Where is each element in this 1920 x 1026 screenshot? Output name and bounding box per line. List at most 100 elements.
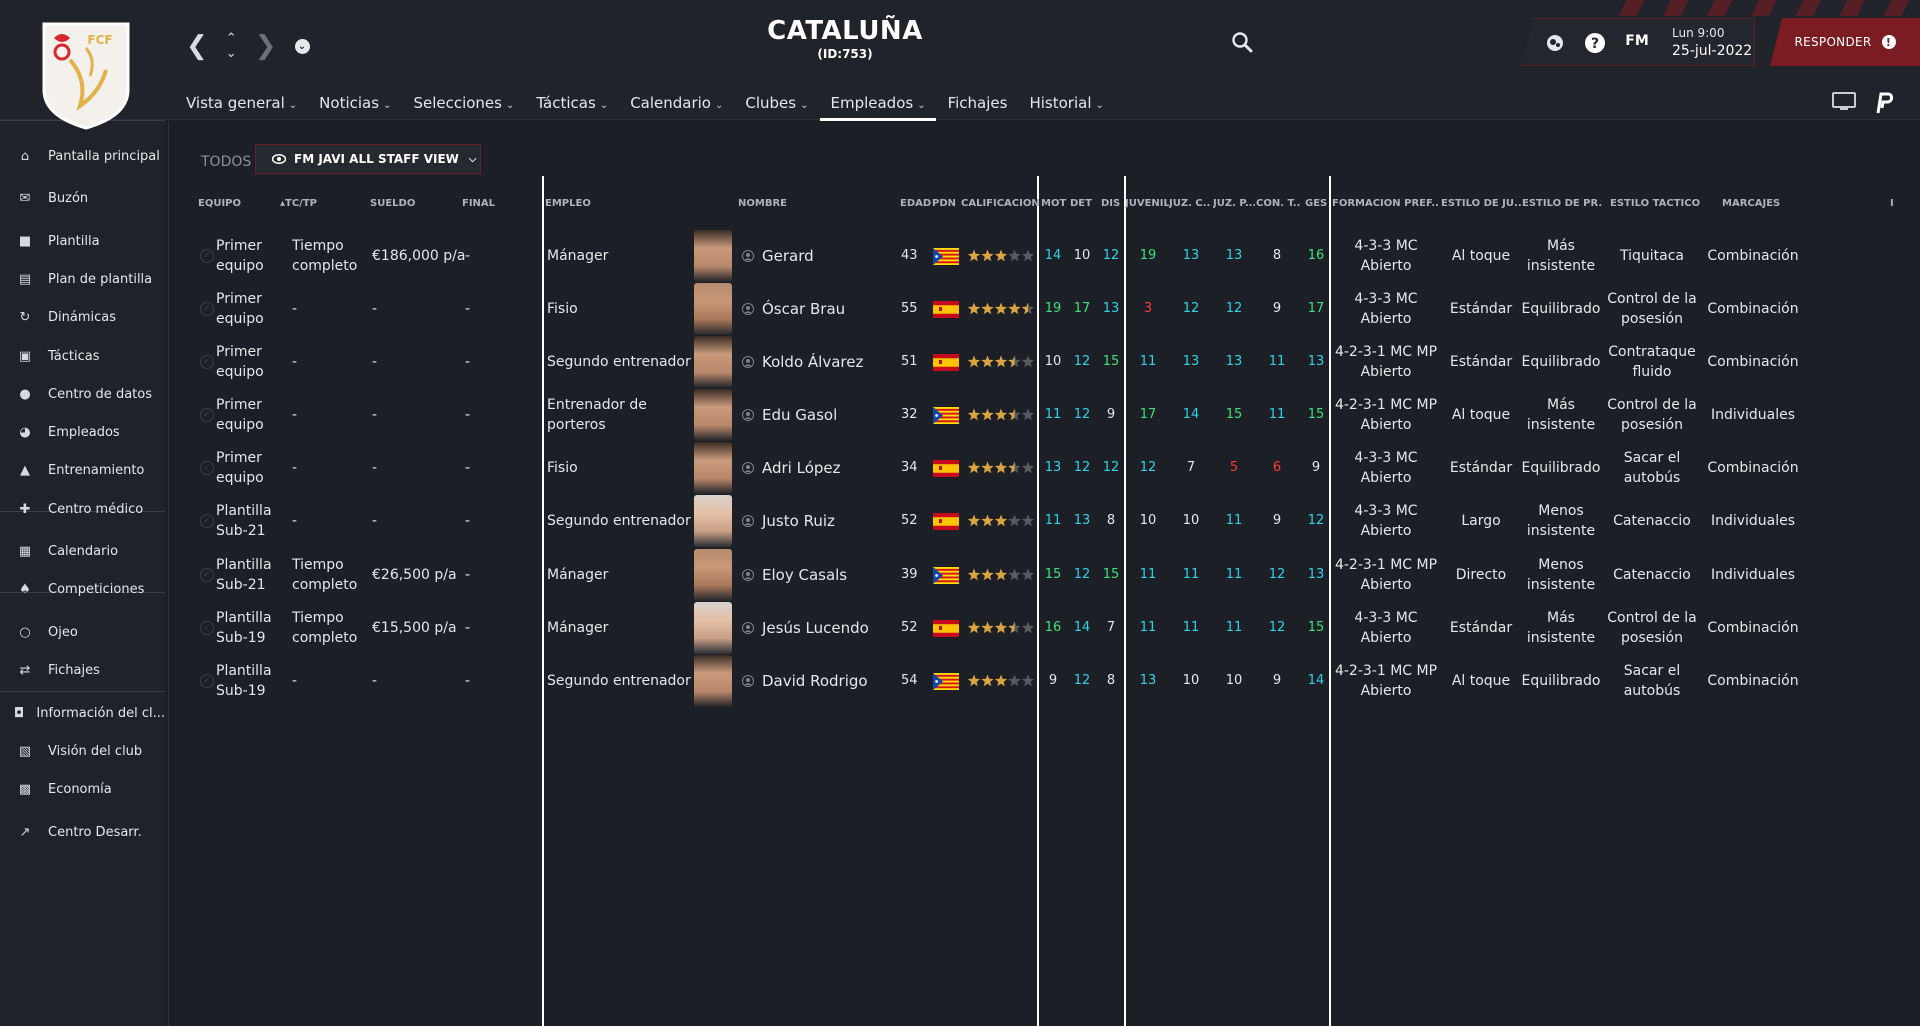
row-select-checkbox[interactable]: ✓ — [200, 621, 214, 635]
sidebar-item-centro-medico[interactable]: ✚ Centro médico — [0, 490, 165, 528]
view-selector-button[interactable]: FM JAVI ALL STAFF VIEW ⌵ — [255, 144, 481, 174]
column-header-det[interactable]: DET — [1070, 198, 1092, 209]
column-header-tctp[interactable]: ▴TC/TP — [280, 198, 317, 209]
column-header-estilo-tac[interactable]: ESTILO TÁCTICO — [1610, 198, 1700, 209]
column-header-estilo-ju[interactable]: ESTILO DE JU... — [1441, 198, 1521, 209]
sidebar-item-fichajes[interactable]: ⇄ Fichajes — [0, 651, 165, 689]
sidebar-item-centro-de-datos[interactable]: ● Centro de datos — [0, 375, 165, 413]
row-select-checkbox[interactable]: ✓ — [200, 249, 214, 263]
staff-photo[interactable] — [694, 389, 732, 441]
staff-profile-icon[interactable] — [742, 675, 754, 687]
sidebar-item-empleados[interactable]: ◕ Empleados — [0, 413, 165, 451]
tab-noticias[interactable]: Noticias ⌄ — [319, 94, 391, 120]
staff-photo[interactable] — [694, 495, 732, 547]
cell-staff-name[interactable]: Jesús Lucendo — [762, 619, 869, 637]
sidebar-item-vision-del-club[interactable]: ▧ Visión del club — [0, 732, 165, 770]
cell-staff-name[interactable]: Justo Ruiz — [762, 512, 835, 530]
staff-profile-icon[interactable] — [742, 622, 754, 634]
tab-tacticas[interactable]: Tácticas ⌄ — [536, 94, 608, 120]
cell-staff-name[interactable]: Koldo Álvarez — [762, 353, 864, 371]
column-header-pdn[interactable]: PDN — [932, 198, 956, 209]
sidebar-item-plantilla[interactable]: ■ Plantilla — [0, 222, 165, 260]
column-header-extra[interactable]: I — [1890, 198, 1894, 209]
sidebar-item-informacion-del-cl[interactable]: ◘ Información del cl... — [0, 694, 165, 732]
column-header-edad[interactable]: EDAD — [900, 198, 932, 209]
column-header-formacion[interactable]: FORMACIÓN PREF... — [1332, 198, 1440, 209]
cell-staff-name[interactable]: David Rodrigo — [762, 672, 868, 690]
staff-profile-icon[interactable] — [742, 569, 754, 581]
column-header-final[interactable]: FINAL — [462, 198, 496, 209]
column-header-estilo-pr[interactable]: ESTILO DE PR... — [1522, 198, 1602, 209]
row-select-checkbox[interactable]: ✓ — [200, 674, 214, 688]
cell-staff-name[interactable]: Adri López — [762, 459, 841, 477]
tab-calendario[interactable]: Calendario ⌄ — [630, 94, 723, 120]
staff-photo[interactable] — [694, 230, 732, 282]
staff-profile-icon[interactable] — [742, 356, 754, 368]
cell-staff-name[interactable]: Eloy Casals — [762, 566, 848, 584]
tab-fichajes[interactable]: Fichajes — [948, 94, 1008, 120]
tab-selecciones[interactable]: Selecciones ⌄ — [413, 94, 514, 120]
chevron-up-icon[interactable]: ⌃ — [225, 31, 237, 46]
column-header-sueldo[interactable]: SUELDO — [370, 198, 416, 209]
column-header-dis[interactable]: DIS — [1101, 198, 1121, 209]
tab-vista-general[interactable]: Vista general ⌄ — [186, 94, 297, 120]
row-select-checkbox[interactable]: ✓ — [200, 568, 214, 582]
column-header-cont[interactable]: CON. T... — [1256, 198, 1300, 209]
back-arrow-icon[interactable]: ❮ — [186, 31, 208, 61]
world-icon[interactable] — [1544, 32, 1566, 54]
staff-profile-icon[interactable] — [742, 303, 754, 315]
sidebar-item-entrenamiento[interactable]: ▲ Entrenamiento — [0, 451, 165, 489]
column-header-ges[interactable]: GES — [1305, 198, 1328, 209]
filter-all-label[interactable]: TODOS — [201, 154, 252, 170]
staff-photo[interactable] — [694, 336, 732, 388]
sidebar-item-competiciones[interactable]: ♠ Competiciones — [0, 570, 165, 608]
chevron-down-icon[interactable]: ⌄ — [225, 46, 237, 61]
cell-staff-name[interactable]: Edu Gasol — [762, 406, 838, 424]
history-dropdown-icon[interactable]: ⌄ — [294, 38, 310, 54]
cell-staff-name[interactable]: Óscar Brau — [762, 300, 846, 318]
sidebar-item-calendario[interactable]: ▦ Calendario — [0, 532, 165, 570]
sidebar-item-pantalla-principal[interactable]: ⌂ Pantalla principal — [0, 137, 165, 175]
staff-photo[interactable] — [694, 549, 732, 601]
up-down-arrows[interactable]: ⌃ ⌄ — [226, 31, 237, 61]
staff-profile-icon[interactable] — [742, 409, 754, 421]
column-header-calif[interactable]: CALIFICACIÓN — [961, 198, 1040, 209]
sidebar-item-buzon[interactable]: ✉ Buzón — [0, 179, 165, 217]
row-select-checkbox[interactable]: ✓ — [200, 355, 214, 369]
sidebar-item-economia[interactable]: ▩ Economía — [0, 770, 165, 808]
sidebar-item-centro-desarr[interactable]: ↗ Centro Desarr. — [0, 813, 165, 851]
sidebar-item-dinamicas[interactable]: ↻ Dinámicas — [0, 298, 165, 336]
column-header-nombre[interactable]: NOMBRE — [738, 198, 787, 209]
staff-profile-icon[interactable] — [742, 515, 754, 527]
staff-profile-icon[interactable] — [742, 462, 754, 474]
search-icon[interactable] — [1230, 30, 1254, 54]
staff-profile-icon[interactable] — [742, 250, 754, 262]
staff-photo[interactable] — [694, 442, 732, 494]
respond-button[interactable]: RESPONDER ! — [1770, 18, 1920, 66]
tab-empleados[interactable]: Empleados ⌄ — [820, 94, 936, 121]
tab-historial[interactable]: Historial ⌄ — [1029, 94, 1103, 120]
staff-photo[interactable] — [694, 283, 732, 335]
row-select-checkbox[interactable]: ✓ — [200, 302, 214, 316]
sidebar-item-ojeo[interactable]: ○ Ojeo — [0, 613, 165, 651]
column-header-equipo[interactable]: EQUIPO — [198, 198, 242, 209]
column-header-juzc[interactable]: JUZ. C... — [1169, 198, 1211, 209]
column-header-marcajes[interactable]: MARCAJES — [1722, 198, 1781, 209]
column-header-empleo[interactable]: EMPLEO — [545, 198, 591, 209]
paypal-icon[interactable] — [1874, 92, 1894, 114]
row-select-checkbox[interactable]: ✓ — [200, 408, 214, 422]
staff-photo[interactable] — [694, 655, 732, 707]
tab-clubes[interactable]: Clubes ⌄ — [745, 94, 808, 120]
monitor-icon[interactable] — [1832, 92, 1856, 112]
column-header-juzp[interactable]: JUZ. P... — [1213, 198, 1255, 209]
staff-photo[interactable] — [694, 602, 732, 654]
cell-staff-name[interactable]: Gerard — [762, 247, 814, 265]
row-select-checkbox[interactable]: ✓ — [200, 461, 214, 475]
help-icon[interactable]: ? — [1584, 32, 1606, 54]
column-header-mot[interactable]: MOT — [1041, 198, 1067, 209]
club-crest-logo[interactable]: FCF — [40, 20, 132, 130]
row-select-checkbox[interactable]: ✓ — [200, 514, 214, 528]
sidebar-item-tacticas[interactable]: ▣ Tácticas — [0, 337, 165, 375]
fm-logo[interactable]: FM — [1625, 33, 1649, 49]
forward-arrow-icon[interactable]: ❯ — [254, 31, 277, 61]
